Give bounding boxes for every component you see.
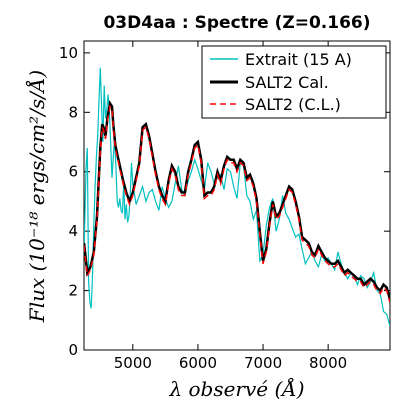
legend-box (201, 45, 387, 119)
legend-label-extrait: Extrait (15 A) (245, 50, 352, 69)
y-tick-label: 0 (68, 341, 78, 359)
plot-frame (83, 40, 391, 351)
x-axis-label: λ observé (Å) (168, 376, 304, 400)
x-tick-label: 8000 (309, 354, 347, 372)
x-tick-label: 7000 (244, 354, 282, 372)
y-tick-label: 4 (68, 222, 78, 240)
x-tick-label: 6000 (179, 354, 217, 372)
legend-label-salt2-cl: SALT2 (C.L.) (245, 95, 341, 114)
legend: Extrait (15 A) SALT2 Cal. SALT2 (C.L.) (201, 45, 387, 119)
axis-ticks: 5000 6000 7000 8000 0 2 4 6 8 10 (59, 41, 390, 372)
series-line-salt2-cl (84, 104, 390, 303)
y-tick-label: 2 (68, 282, 78, 300)
y-axis-label: Flux (10⁻¹⁸ ergs/cm²/s/Å) (24, 70, 49, 323)
y-tick-label: 8 (68, 103, 78, 121)
legend-label-salt2-cal: SALT2 Cal. (245, 73, 329, 92)
series-line-salt2-cal (84, 100, 390, 300)
plot-area (84, 67, 390, 327)
chart-title: 03D4aa : Spectre (Z=0.166) (103, 13, 370, 33)
x-tick-label: 5000 (114, 354, 152, 372)
y-tick-label: 6 (68, 163, 78, 181)
y-tick-label: 10 (59, 44, 78, 62)
